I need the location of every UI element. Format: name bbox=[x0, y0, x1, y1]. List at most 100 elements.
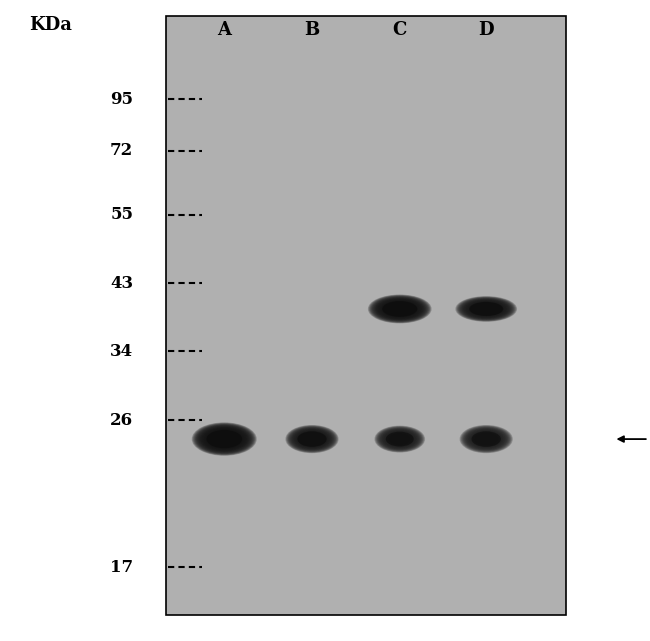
Ellipse shape bbox=[376, 298, 424, 320]
Text: 17: 17 bbox=[110, 559, 133, 576]
Ellipse shape bbox=[465, 300, 507, 317]
Text: A: A bbox=[217, 21, 231, 38]
Ellipse shape bbox=[296, 431, 328, 447]
Ellipse shape bbox=[462, 299, 511, 319]
Ellipse shape bbox=[289, 427, 335, 451]
Ellipse shape bbox=[200, 427, 248, 451]
Ellipse shape bbox=[204, 429, 244, 449]
Ellipse shape bbox=[464, 428, 508, 451]
Ellipse shape bbox=[382, 429, 418, 449]
Ellipse shape bbox=[192, 423, 256, 455]
Ellipse shape bbox=[469, 430, 504, 448]
Ellipse shape bbox=[383, 301, 417, 317]
Ellipse shape bbox=[461, 298, 512, 319]
Text: 43: 43 bbox=[110, 275, 133, 292]
Ellipse shape bbox=[463, 427, 509, 451]
Ellipse shape bbox=[382, 301, 418, 317]
Ellipse shape bbox=[198, 426, 251, 453]
Ellipse shape bbox=[382, 301, 417, 317]
Ellipse shape bbox=[455, 296, 517, 322]
Ellipse shape bbox=[385, 431, 414, 447]
Ellipse shape bbox=[375, 298, 424, 320]
Ellipse shape bbox=[458, 297, 515, 320]
Ellipse shape bbox=[194, 424, 254, 454]
Ellipse shape bbox=[205, 429, 244, 449]
Ellipse shape bbox=[290, 428, 334, 451]
Ellipse shape bbox=[386, 431, 413, 447]
Ellipse shape bbox=[462, 299, 510, 319]
Ellipse shape bbox=[206, 430, 242, 448]
Ellipse shape bbox=[296, 431, 328, 447]
Ellipse shape bbox=[292, 429, 332, 449]
Ellipse shape bbox=[375, 426, 424, 452]
Ellipse shape bbox=[456, 296, 516, 322]
Ellipse shape bbox=[198, 426, 250, 453]
Ellipse shape bbox=[199, 426, 250, 452]
Ellipse shape bbox=[467, 429, 505, 449]
Ellipse shape bbox=[377, 427, 423, 451]
Ellipse shape bbox=[382, 301, 417, 317]
Ellipse shape bbox=[462, 426, 510, 452]
Ellipse shape bbox=[287, 426, 337, 453]
Ellipse shape bbox=[297, 431, 327, 447]
Ellipse shape bbox=[291, 428, 333, 450]
Ellipse shape bbox=[384, 302, 416, 316]
Ellipse shape bbox=[288, 426, 336, 452]
Ellipse shape bbox=[382, 429, 417, 449]
Ellipse shape bbox=[372, 297, 427, 321]
Ellipse shape bbox=[470, 302, 502, 315]
Ellipse shape bbox=[369, 296, 430, 322]
Ellipse shape bbox=[202, 428, 247, 451]
Ellipse shape bbox=[465, 428, 507, 450]
Ellipse shape bbox=[468, 429, 504, 449]
Ellipse shape bbox=[376, 426, 424, 452]
Ellipse shape bbox=[294, 430, 330, 448]
Ellipse shape bbox=[380, 429, 419, 449]
Ellipse shape bbox=[459, 297, 514, 320]
Ellipse shape bbox=[372, 296, 428, 322]
Ellipse shape bbox=[469, 302, 503, 316]
Text: C: C bbox=[393, 21, 407, 38]
Ellipse shape bbox=[467, 301, 506, 317]
Ellipse shape bbox=[206, 430, 242, 448]
Ellipse shape bbox=[457, 297, 515, 321]
Ellipse shape bbox=[460, 298, 512, 320]
Ellipse shape bbox=[374, 297, 426, 321]
Ellipse shape bbox=[380, 428, 420, 450]
Ellipse shape bbox=[471, 431, 502, 447]
Ellipse shape bbox=[386, 431, 413, 447]
Ellipse shape bbox=[292, 428, 332, 450]
Ellipse shape bbox=[205, 429, 243, 449]
Ellipse shape bbox=[381, 429, 419, 449]
Ellipse shape bbox=[369, 295, 431, 323]
Ellipse shape bbox=[464, 300, 508, 318]
Ellipse shape bbox=[463, 299, 510, 319]
Bar bbox=[166, 16, 566, 615]
Ellipse shape bbox=[461, 426, 512, 453]
Ellipse shape bbox=[193, 423, 255, 455]
Ellipse shape bbox=[469, 302, 503, 316]
Text: 95: 95 bbox=[111, 91, 133, 108]
Ellipse shape bbox=[374, 297, 425, 320]
Ellipse shape bbox=[203, 428, 245, 450]
Text: B: B bbox=[304, 21, 320, 38]
Ellipse shape bbox=[368, 294, 432, 323]
Ellipse shape bbox=[293, 429, 331, 449]
Ellipse shape bbox=[291, 428, 333, 451]
Ellipse shape bbox=[287, 426, 337, 452]
Ellipse shape bbox=[297, 431, 327, 447]
Ellipse shape bbox=[378, 428, 421, 451]
Ellipse shape bbox=[469, 430, 503, 448]
Ellipse shape bbox=[379, 299, 421, 319]
Ellipse shape bbox=[467, 429, 506, 449]
Ellipse shape bbox=[465, 428, 508, 451]
Ellipse shape bbox=[378, 299, 421, 319]
Ellipse shape bbox=[385, 431, 415, 447]
Ellipse shape bbox=[208, 431, 240, 447]
Ellipse shape bbox=[207, 430, 241, 448]
Ellipse shape bbox=[196, 424, 253, 454]
Ellipse shape bbox=[374, 426, 425, 453]
Ellipse shape bbox=[376, 299, 423, 319]
Ellipse shape bbox=[466, 428, 506, 450]
Ellipse shape bbox=[196, 425, 252, 453]
